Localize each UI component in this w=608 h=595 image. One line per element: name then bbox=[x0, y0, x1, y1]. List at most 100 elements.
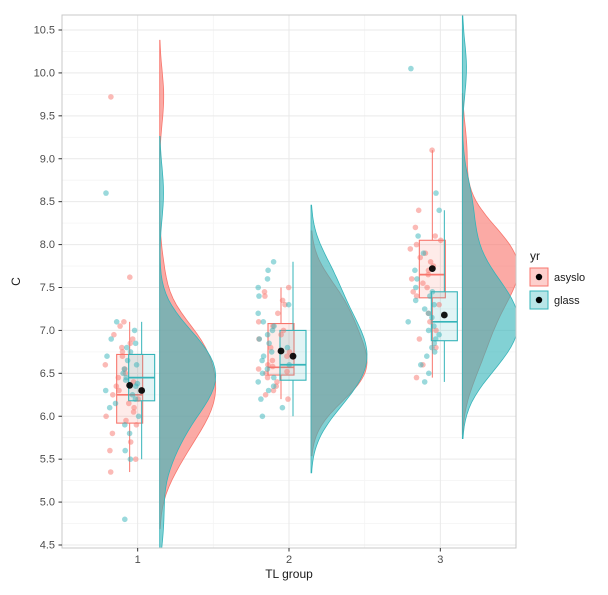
data-point bbox=[131, 327, 138, 334]
mean-point-glass-group-1 bbox=[138, 387, 146, 394]
x-axis-title: TL group bbox=[265, 567, 313, 581]
data-point bbox=[127, 340, 134, 347]
data-point bbox=[135, 413, 142, 420]
data-point bbox=[103, 413, 109, 420]
half-violin-glass-group-1 bbox=[159, 136, 217, 548]
y-tick-label: 7.5 bbox=[40, 282, 55, 294]
data-point bbox=[433, 344, 439, 351]
legend-key-point bbox=[535, 273, 543, 281]
data-point bbox=[132, 396, 139, 402]
data-point bbox=[412, 267, 418, 274]
data-point bbox=[126, 430, 133, 437]
data-point bbox=[269, 327, 276, 334]
data-point bbox=[116, 387, 122, 394]
data-point bbox=[121, 319, 127, 325]
data-point bbox=[425, 327, 432, 334]
data-point bbox=[407, 246, 414, 252]
data-point bbox=[122, 516, 128, 523]
x-axis: 1 2 3 bbox=[135, 548, 443, 566]
data-point bbox=[417, 254, 424, 261]
data-point bbox=[133, 362, 140, 368]
data-point bbox=[427, 259, 434, 265]
data-point bbox=[427, 319, 433, 325]
data-point bbox=[109, 430, 116, 437]
boxplot-asyslo-group-3 bbox=[418, 150, 446, 378]
data-point bbox=[437, 237, 444, 244]
data-point bbox=[286, 362, 293, 368]
data-point bbox=[421, 306, 428, 312]
data-point bbox=[119, 353, 126, 360]
data-point bbox=[264, 374, 271, 381]
box-iqr bbox=[418, 239, 446, 299]
data-point bbox=[412, 224, 419, 231]
y-axis: 4.5 5.0 5.5 6.0 6.5 7.0 7.5 8.0 8.5 9.0 9.5 10.0 10.… bbox=[34, 25, 62, 552]
data-point bbox=[432, 233, 439, 239]
data-point bbox=[104, 353, 110, 360]
data-point bbox=[127, 274, 133, 281]
data-point bbox=[429, 314, 435, 321]
data-point bbox=[262, 293, 268, 299]
data-point bbox=[122, 422, 128, 428]
half-violin-glass-group-3 bbox=[461, 15, 516, 439]
data-point bbox=[429, 344, 435, 351]
data-point bbox=[132, 456, 139, 463]
data-point bbox=[113, 383, 120, 390]
data-point bbox=[285, 396, 291, 402]
data-point bbox=[431, 340, 438, 347]
data-point bbox=[270, 259, 277, 265]
gridlines-major bbox=[62, 15, 516, 548]
data-point bbox=[110, 392, 116, 398]
y-axis-title: C bbox=[9, 277, 23, 286]
data-point bbox=[268, 349, 275, 355]
data-point bbox=[285, 284, 292, 291]
data-point bbox=[426, 370, 432, 377]
data-point bbox=[267, 344, 274, 351]
data-point bbox=[117, 323, 123, 329]
data-point bbox=[255, 366, 262, 372]
data-point bbox=[119, 344, 125, 351]
mean-point-asyslo-group-1 bbox=[126, 382, 134, 389]
data-point bbox=[413, 293, 420, 299]
data-point bbox=[111, 331, 117, 338]
data-point bbox=[130, 409, 137, 415]
data-point bbox=[420, 280, 426, 287]
data-point bbox=[271, 374, 277, 381]
data-point bbox=[124, 344, 130, 351]
data-point bbox=[269, 357, 276, 364]
y-tick-label: 9.5 bbox=[40, 110, 55, 122]
data-point bbox=[425, 271, 432, 278]
data-point bbox=[408, 276, 415, 282]
data-point bbox=[431, 323, 437, 329]
data-point bbox=[413, 284, 419, 291]
x-tick-label: 3 bbox=[437, 554, 443, 566]
data-point bbox=[415, 233, 421, 239]
data-point bbox=[410, 289, 417, 295]
legend-label: asyslo bbox=[554, 272, 585, 284]
data-point bbox=[261, 289, 268, 295]
data-point bbox=[127, 349, 134, 355]
data-point bbox=[265, 267, 271, 274]
legend-key-point bbox=[535, 296, 543, 304]
data-point bbox=[424, 353, 430, 360]
data-point bbox=[436, 207, 443, 214]
data-point bbox=[255, 379, 261, 385]
mean-point-asyslo-group-2 bbox=[277, 347, 285, 355]
legend-key-asyslo: asyslo bbox=[529, 267, 585, 287]
geoms-layer bbox=[102, 15, 516, 548]
y-tick-label: 9.0 bbox=[40, 153, 55, 165]
data-point bbox=[115, 374, 122, 381]
data-point bbox=[436, 301, 442, 308]
data-point bbox=[260, 319, 267, 325]
y-tick-label: 6.0 bbox=[40, 411, 55, 423]
data-point bbox=[431, 301, 437, 308]
data-point bbox=[255, 319, 262, 325]
x-tick-label: 1 bbox=[135, 554, 141, 566]
data-point bbox=[433, 190, 439, 196]
data-point bbox=[408, 65, 414, 72]
data-point bbox=[127, 439, 134, 445]
data-point bbox=[107, 469, 114, 475]
half-violin-glass-group-2 bbox=[310, 204, 368, 474]
data-point bbox=[284, 368, 290, 375]
data-point bbox=[271, 323, 277, 329]
